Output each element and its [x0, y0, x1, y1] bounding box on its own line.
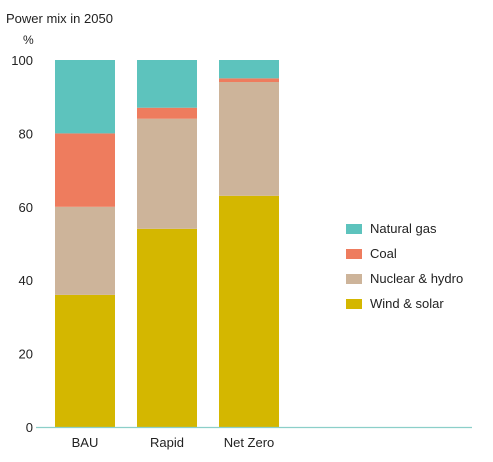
- bar-rapid-natural-gas: [137, 60, 197, 108]
- x-tick-label-rapid: Rapid: [150, 435, 184, 450]
- legend-item-natural-gas: Natural gas: [346, 216, 463, 241]
- bar-bau-nuclear-hydro: [55, 206, 115, 295]
- bar-rapid-nuclear-hydro: [137, 118, 197, 229]
- legend-item-nuclear-hydro: Nuclear & hydro: [346, 266, 463, 291]
- x-tick-label-net-zero: Net Zero: [224, 435, 275, 450]
- x-tick-label-bau: BAU: [72, 435, 99, 450]
- legend-label-coal: Coal: [370, 246, 397, 261]
- chart-title: Power mix in 2050: [6, 11, 113, 26]
- legend: Natural gas Coal Nuclear & hydro Wind & …: [346, 216, 463, 316]
- bar-bau-natural-gas: [55, 60, 115, 134]
- bar-net-zero-natural-gas: [219, 60, 279, 79]
- legend-swatch-coal: [346, 248, 362, 259]
- y-tick-label-40: 40: [19, 273, 33, 288]
- bar-net-zero-nuclear-hydro: [219, 82, 279, 196]
- bar-rapid-wind-solar: [137, 228, 197, 427]
- y-axis-unit: %: [23, 33, 34, 47]
- y-tick-label-80: 80: [19, 126, 33, 141]
- y-tick-label-60: 60: [19, 200, 33, 215]
- legend-label-nuclear-hydro: Nuclear & hydro: [370, 271, 464, 286]
- legend-item-wind-solar: Wind & solar: [346, 291, 463, 316]
- bar-net-zero-coal: [219, 78, 279, 83]
- bar-bau-wind-solar: [55, 294, 115, 427]
- bar-rapid-coal: [137, 107, 197, 119]
- y-tick-label-20: 20: [19, 347, 33, 362]
- legend-label-natural-gas: Natural gas: [370, 221, 437, 236]
- legend-swatch-wind-solar: [346, 298, 362, 309]
- legend-item-coal: Coal: [346, 241, 463, 266]
- y-tick-label-0: 0: [26, 420, 33, 435]
- legend-swatch-natural-gas: [346, 223, 362, 234]
- y-tick-label-100: 100: [11, 53, 33, 68]
- legend-label-wind-solar: Wind & solar: [370, 296, 444, 311]
- bar-net-zero-wind-solar: [219, 195, 279, 427]
- legend-swatch-nuclear-hydro: [346, 273, 362, 284]
- bar-bau-coal: [55, 133, 115, 207]
